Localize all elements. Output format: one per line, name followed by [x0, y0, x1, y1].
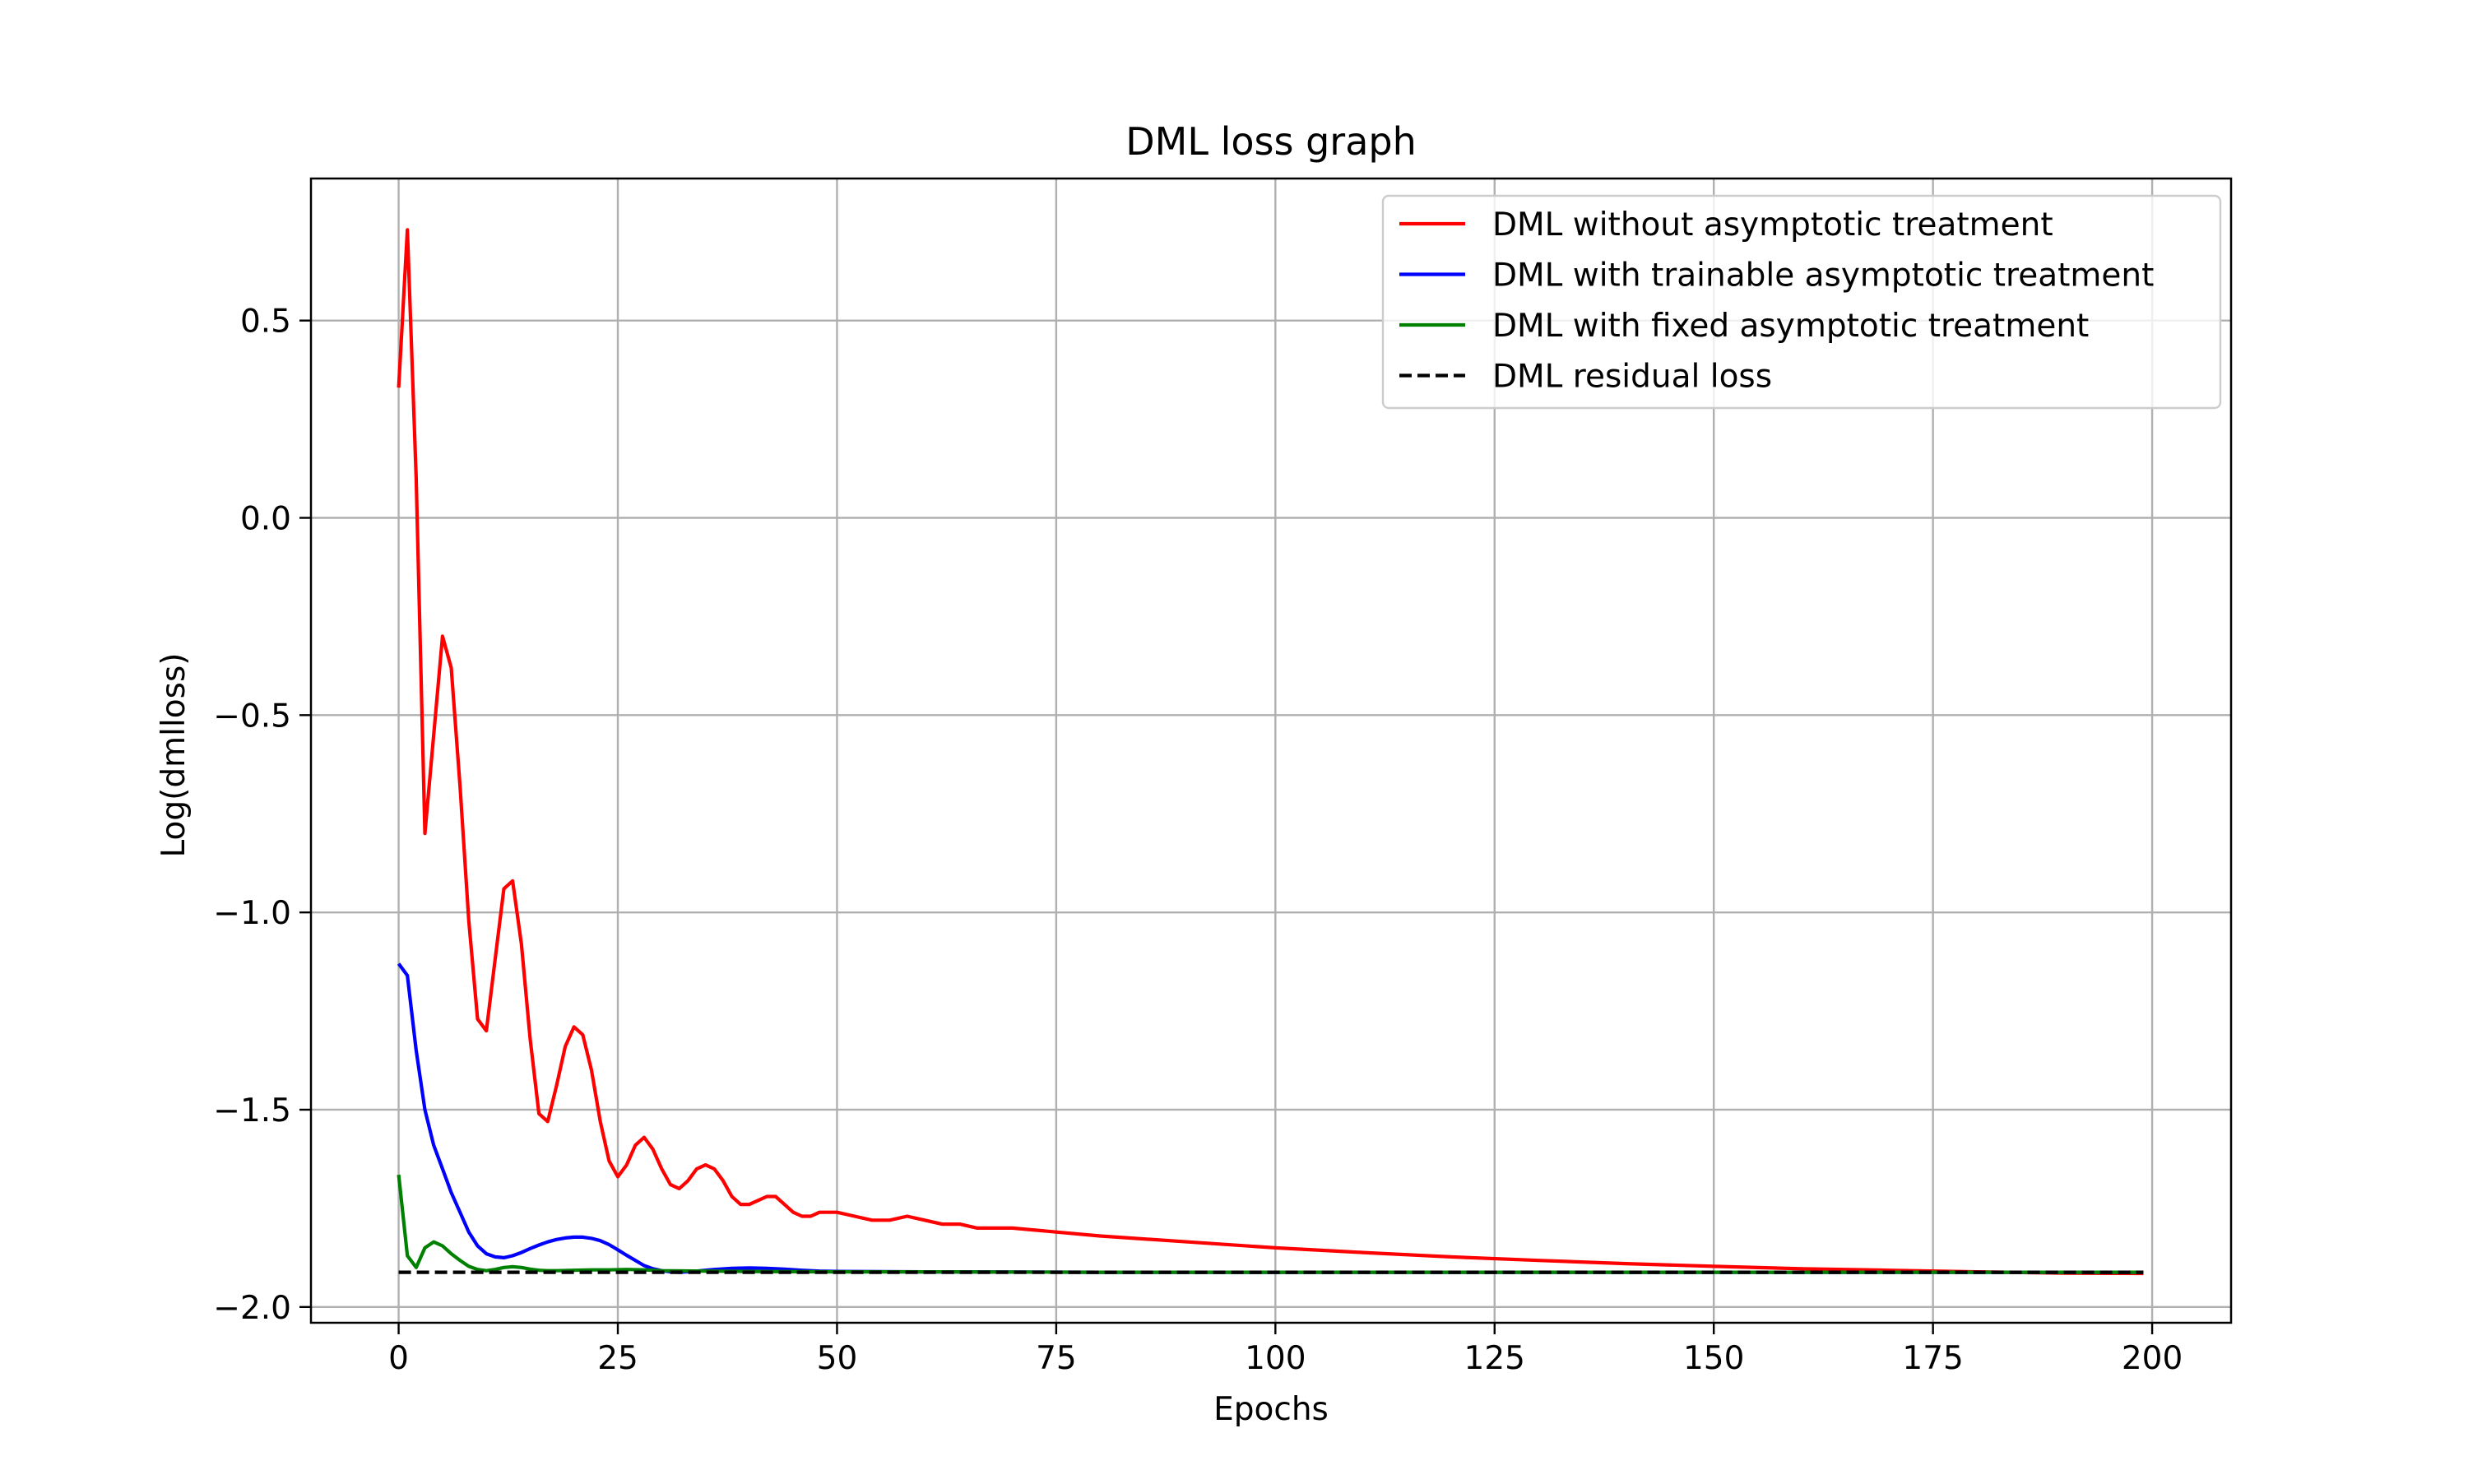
- y-axis-label: Log(dmlloss): [155, 652, 193, 857]
- x-tick-label: 100: [1245, 1340, 1306, 1377]
- y-tick-label: 0.0: [240, 501, 291, 538]
- x-tick-label: 200: [2122, 1340, 2183, 1377]
- x-tick-label: 125: [1464, 1340, 1525, 1377]
- y-tick-label: 0.5: [240, 304, 291, 341]
- x-tick-label: 25: [597, 1340, 638, 1377]
- x-tick-label: 0: [388, 1340, 409, 1377]
- legend: DML without asymptotic treatment DML with…: [1381, 194, 2222, 410]
- plot-frame: [309, 177, 2233, 1324]
- legend-label: DML without asymptotic treatment: [1492, 206, 2053, 243]
- series-line-1: [397, 962, 2144, 1274]
- legend-label: DML residual loss: [1492, 359, 1772, 396]
- legend-box: [1381, 194, 2222, 410]
- series-lines: [397, 228, 2144, 1276]
- legend-label: DML with fixed asymptotic treatment: [1492, 308, 2089, 345]
- x-tick-label: 175: [1902, 1340, 1963, 1377]
- x-tick-label: 75: [1036, 1340, 1077, 1377]
- x-tick-label: 150: [1683, 1340, 1744, 1377]
- y-tick-label: −1.5: [213, 1092, 291, 1129]
- legend-label: DML with trainable asymptotic treatment: [1492, 257, 2154, 294]
- y-axis-ticks: 0.5 0.0 −0.5 −1.0 −1.5 −2.0: [213, 304, 311, 1327]
- x-tick-label: 50: [817, 1340, 858, 1377]
- x-axis-label: Epochs: [1213, 1391, 1329, 1428]
- series-line-0: [397, 228, 2144, 1276]
- y-tick-label: −1.0: [213, 895, 291, 932]
- y-tick-label: −0.5: [213, 698, 291, 735]
- y-tick-label: −2.0: [213, 1290, 291, 1327]
- x-axis-ticks: 0 25 50 75 100 125 150 175 200: [388, 1323, 2183, 1377]
- chart-title: DML loss graph: [1125, 119, 1417, 164]
